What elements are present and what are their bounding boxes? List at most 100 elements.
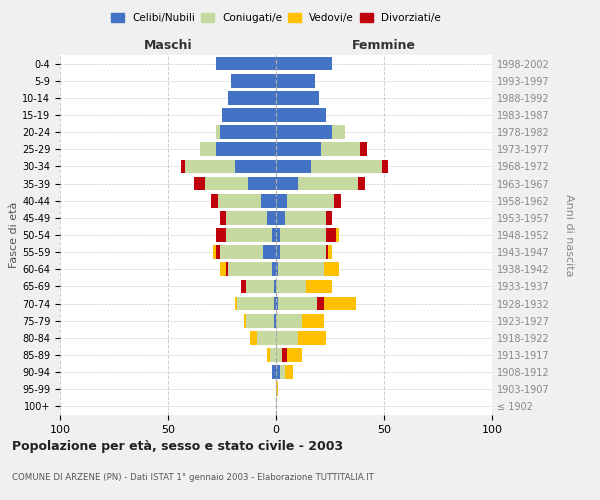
Bar	[272, 366, 276, 379]
Bar	[185, 160, 235, 173]
Bar	[276, 142, 322, 156]
Bar	[214, 246, 215, 259]
Bar	[280, 228, 326, 242]
Bar	[226, 211, 268, 224]
Bar	[276, 160, 311, 173]
Bar	[220, 262, 226, 276]
Bar	[337, 228, 338, 242]
Bar	[244, 314, 246, 328]
Bar	[302, 314, 323, 328]
Bar	[205, 176, 248, 190]
Bar	[235, 160, 276, 173]
Bar	[382, 160, 388, 173]
Bar	[272, 262, 276, 276]
Legend: Celibi/Nubili, Coniugati/e, Vedovi/e, Divorziati/e: Celibi/Nubili, Coniugati/e, Vedovi/e, Di…	[111, 14, 441, 24]
Bar	[181, 160, 185, 173]
Bar	[215, 228, 226, 242]
Text: Femmine: Femmine	[352, 38, 416, 52]
Bar	[257, 331, 276, 344]
Bar	[332, 126, 345, 139]
Bar	[226, 262, 229, 276]
Bar	[280, 246, 326, 259]
Bar	[276, 331, 298, 344]
Bar	[200, 142, 215, 156]
Text: COMUNE DI ARZENE (PN) - Dati ISTAT 1° gennaio 2003 - Elaborazione TUTTITALIA.IT: COMUNE DI ARZENE (PN) - Dati ISTAT 1° ge…	[12, 473, 374, 482]
Bar	[276, 262, 278, 276]
Bar	[328, 246, 332, 259]
Bar	[283, 348, 287, 362]
Bar	[241, 280, 246, 293]
Bar	[287, 348, 302, 362]
Bar	[306, 280, 332, 293]
Bar	[230, 74, 276, 88]
Bar	[276, 366, 280, 379]
Bar	[334, 194, 341, 207]
Bar	[323, 262, 338, 276]
Bar	[235, 296, 237, 310]
Bar	[276, 382, 278, 396]
Bar	[311, 160, 382, 173]
Bar	[222, 108, 276, 122]
Bar	[220, 211, 226, 224]
Bar	[284, 366, 293, 379]
Bar	[218, 194, 261, 207]
Bar	[276, 348, 283, 362]
Bar	[215, 56, 276, 70]
Bar	[229, 262, 272, 276]
Bar	[326, 211, 332, 224]
Bar	[280, 366, 284, 379]
Bar	[211, 194, 218, 207]
Bar	[276, 74, 315, 88]
Bar	[276, 56, 332, 70]
Bar	[276, 246, 280, 259]
Bar	[215, 142, 276, 156]
Bar	[278, 296, 317, 310]
Bar	[276, 314, 302, 328]
Bar	[220, 246, 263, 259]
Bar	[298, 176, 358, 190]
Bar	[298, 331, 326, 344]
Bar	[272, 228, 276, 242]
Text: Maschi: Maschi	[143, 38, 193, 52]
Bar	[276, 296, 278, 310]
Bar	[276, 176, 298, 190]
Bar	[274, 314, 276, 328]
Bar	[284, 211, 326, 224]
Bar	[274, 280, 276, 293]
Bar	[269, 348, 276, 362]
Bar	[248, 176, 276, 190]
Bar	[229, 91, 276, 104]
Text: Popolazione per età, sesso e stato civile - 2003: Popolazione per età, sesso e stato civil…	[12, 440, 343, 453]
Bar	[276, 108, 326, 122]
Bar	[276, 194, 287, 207]
Bar	[237, 296, 274, 310]
Bar	[276, 228, 280, 242]
Bar	[276, 91, 319, 104]
Bar	[276, 280, 306, 293]
Y-axis label: Fasce di età: Fasce di età	[9, 202, 19, 268]
Bar	[317, 296, 323, 310]
Bar	[268, 348, 269, 362]
Bar	[274, 296, 276, 310]
Bar	[278, 262, 323, 276]
Bar	[268, 211, 276, 224]
Bar	[360, 142, 367, 156]
Bar	[326, 228, 337, 242]
Bar	[226, 228, 272, 242]
Bar	[220, 126, 276, 139]
Bar	[246, 280, 274, 293]
Bar	[287, 194, 334, 207]
Bar	[250, 331, 257, 344]
Bar	[194, 176, 205, 190]
Bar	[358, 176, 365, 190]
Bar	[261, 194, 276, 207]
Bar	[326, 246, 328, 259]
Bar	[276, 211, 284, 224]
Bar	[215, 126, 220, 139]
Bar	[323, 296, 356, 310]
Bar	[215, 246, 220, 259]
Bar	[246, 314, 274, 328]
Bar	[322, 142, 360, 156]
Bar	[263, 246, 276, 259]
Bar	[276, 126, 332, 139]
